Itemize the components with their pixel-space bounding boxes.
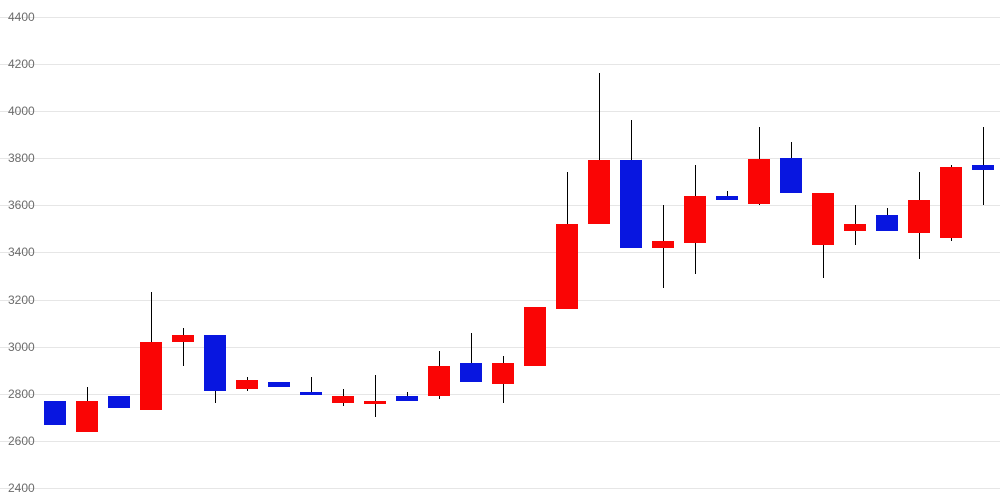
gridline <box>0 111 1000 112</box>
y-axis-label: 3400 <box>6 245 37 259</box>
candlestick-chart: 2400 2600 2800 3000 3200 3400 3600 3800 4000 4200… <box>0 0 1000 500</box>
candle-body <box>204 335 226 392</box>
candle-wick <box>183 328 184 366</box>
candle-body <box>460 363 482 382</box>
candle-body <box>108 396 130 408</box>
gridline <box>0 158 1000 159</box>
candle-body <box>396 396 418 401</box>
gridline <box>0 252 1000 253</box>
gridline <box>0 17 1000 18</box>
candle-body <box>940 167 962 238</box>
candle-body <box>844 224 866 231</box>
candle-body <box>44 401 66 425</box>
candle-body <box>172 335 194 342</box>
candle-body <box>140 342 162 410</box>
y-axis-label: 4400 <box>6 10 37 24</box>
candle-body <box>652 241 674 248</box>
y-axis-label: 3200 <box>6 293 37 307</box>
y-axis-label: 2600 <box>6 434 37 448</box>
y-axis-label: 2800 <box>6 387 37 401</box>
y-axis-label: 2400 <box>6 481 37 495</box>
candle-body <box>780 158 802 193</box>
candle-body <box>428 366 450 397</box>
candle-body <box>620 160 642 247</box>
y-axis-label: 3000 <box>6 340 37 354</box>
candle-body <box>76 401 98 432</box>
gridline <box>0 205 1000 206</box>
candle-body <box>716 196 738 201</box>
candle-body <box>588 160 610 224</box>
candle-body <box>812 193 834 245</box>
candle-body <box>684 196 706 243</box>
candle-body <box>364 401 386 404</box>
y-axis-label: 3600 <box>6 198 37 212</box>
y-axis-label: 3800 <box>6 151 37 165</box>
candle-body <box>332 396 354 403</box>
candle-body <box>524 307 546 366</box>
y-axis-label: 4200 <box>6 57 37 71</box>
candle-body <box>492 363 514 384</box>
candle-body <box>972 165 994 170</box>
candle-body <box>236 380 258 389</box>
candle-body <box>300 392 322 395</box>
gridline <box>0 488 1000 489</box>
candle-body <box>268 382 290 387</box>
candle-body <box>556 224 578 309</box>
gridline <box>0 64 1000 65</box>
candle-wick <box>375 375 376 417</box>
y-axis-label: 4000 <box>6 104 37 118</box>
candle-body <box>876 215 898 232</box>
candle-body <box>748 159 770 204</box>
gridline <box>0 441 1000 442</box>
candle-body <box>908 200 930 233</box>
